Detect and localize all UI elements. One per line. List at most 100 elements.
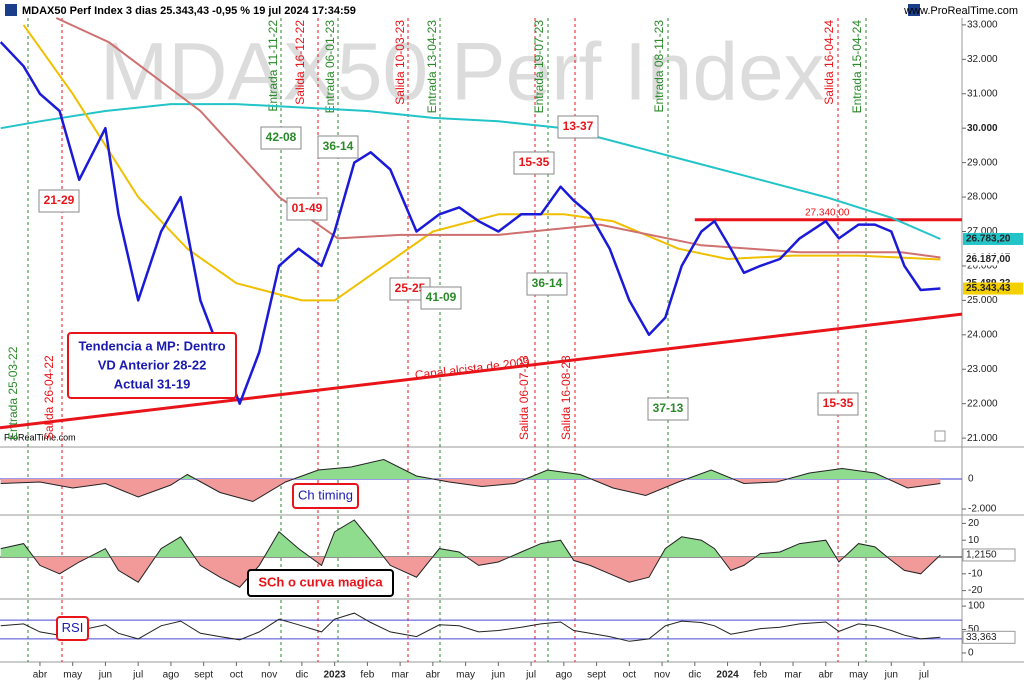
trendline-label: Canal alcista de 2009 bbox=[414, 355, 531, 382]
y-tick-label: 26.000 bbox=[967, 261, 998, 272]
note-line: Actual 31-19 bbox=[114, 376, 191, 391]
x-tick-label: feb bbox=[753, 670, 767, 681]
score-box bbox=[420, 286, 462, 310]
x-tick-label: nov bbox=[261, 670, 277, 681]
score-box bbox=[317, 135, 359, 159]
level-label: 27.340,00 bbox=[805, 207, 850, 218]
signal-label: Salida 16-08-23 bbox=[559, 355, 573, 440]
x-tick-label: jun bbox=[491, 670, 505, 681]
price-label-box bbox=[963, 253, 1023, 266]
panel-title-box bbox=[292, 483, 359, 509]
signal-label: Entrada 11-11-22 bbox=[266, 20, 280, 112]
y-tick-label: 23.000 bbox=[967, 364, 998, 375]
moving-average-line bbox=[0, 103, 941, 240]
panel-title-box bbox=[247, 569, 394, 597]
last-value-box bbox=[962, 548, 1016, 562]
x-tick-label: ago bbox=[163, 670, 180, 681]
signal-label: Salida 10-03-23 bbox=[393, 20, 407, 105]
score-box bbox=[817, 392, 859, 416]
y-tick-label: 32.000 bbox=[967, 54, 998, 65]
x-tick-label: sept bbox=[587, 670, 606, 681]
y-tick-label: 29.000 bbox=[967, 157, 998, 168]
y-tick-label: -2.000 bbox=[968, 504, 997, 515]
x-tick-label: abr bbox=[819, 670, 834, 681]
score-box bbox=[38, 189, 80, 213]
signal-label: Entrada 08-11-23 bbox=[652, 20, 666, 113]
signal-label: Entrada 06-01-23 bbox=[323, 20, 337, 114]
site: www.ProRealTime.com bbox=[903, 5, 1018, 17]
note-line: VD Anterior 28-22 bbox=[98, 357, 207, 372]
y-tick-label: 0 bbox=[968, 648, 974, 659]
y-tick-label: 28.000 bbox=[967, 192, 998, 203]
moving-average-line bbox=[22, 24, 941, 302]
y-tick-label: 20 bbox=[968, 518, 980, 529]
x-tick-label: mar bbox=[784, 670, 802, 681]
price-label-box bbox=[963, 232, 1023, 245]
logo-icon bbox=[5, 4, 17, 16]
signal-label: Entrada 13-04-23 bbox=[425, 20, 439, 114]
score-label: 37-13 bbox=[653, 401, 684, 415]
score-box bbox=[647, 397, 689, 421]
score-label: 13-37 bbox=[563, 119, 594, 133]
x-tick-label: jul bbox=[525, 670, 536, 681]
y-tick-label: 0 bbox=[968, 474, 974, 485]
x-tick-label: dic bbox=[688, 670, 701, 681]
y-tick-label: 50 bbox=[968, 624, 980, 635]
y-tick-label: 25.000 bbox=[967, 295, 998, 306]
x-tick-label: jun bbox=[884, 670, 898, 681]
score-label: 36-14 bbox=[323, 139, 354, 153]
x-tick-label: jul bbox=[918, 670, 929, 681]
y-tick-label: 31.000 bbox=[967, 88, 998, 99]
price-line bbox=[0, 41, 941, 405]
price-label: 25.343,43 bbox=[966, 283, 1011, 294]
panel-title: RSI bbox=[62, 620, 84, 635]
oscillator-line bbox=[0, 519, 941, 588]
x-tick-label: 2024 bbox=[716, 670, 739, 681]
last-value-label: 33,363 bbox=[966, 632, 997, 643]
score-label: 21-29 bbox=[44, 193, 75, 207]
price-label: 26.187,00 bbox=[966, 254, 1011, 265]
y-tick-label: 100 bbox=[968, 601, 985, 612]
x-tick-label: jul bbox=[132, 670, 143, 681]
oscillator-line bbox=[0, 458, 941, 503]
signal-label: Entrada 19-07-23 bbox=[532, 20, 546, 114]
y-tick-label: 30.000 bbox=[967, 123, 998, 134]
site-icon bbox=[908, 4, 920, 16]
score-label: 01-49 bbox=[292, 201, 323, 215]
price-label: 26.783,20 bbox=[966, 234, 1011, 245]
score-label: 42-08 bbox=[266, 130, 297, 144]
price-label-box bbox=[963, 282, 1023, 295]
x-tick-label: abr bbox=[33, 670, 48, 681]
last-value-box bbox=[962, 630, 1016, 644]
signal-label: Salida 06-07-23 bbox=[517, 355, 531, 440]
credit: ProRealTime.com bbox=[4, 432, 76, 442]
score-box bbox=[557, 115, 599, 139]
signal-label: Entrada 25-03-22 bbox=[6, 346, 20, 440]
x-tick-label: jun bbox=[98, 670, 112, 681]
oscillator-area bbox=[0, 459, 941, 502]
signal-label: Salida 26-04-22 bbox=[42, 355, 56, 440]
x-tick-label: may bbox=[456, 670, 475, 681]
y-tick-label: 22.000 bbox=[967, 398, 998, 409]
x-tick-label: mar bbox=[392, 670, 410, 681]
score-label: 25-25 bbox=[395, 281, 426, 295]
panel-title: Ch timing bbox=[298, 487, 353, 502]
oscillator-area bbox=[0, 520, 941, 588]
moving-average-line bbox=[55, 17, 941, 259]
y-tick-label: 10 bbox=[968, 535, 980, 546]
y-tick-label: 24.000 bbox=[967, 329, 998, 340]
x-tick-label: oct bbox=[230, 670, 244, 681]
y-tick-label: -10 bbox=[968, 568, 983, 579]
signal-label: Entrada 15-04-24 bbox=[850, 20, 864, 114]
info-icon bbox=[934, 430, 946, 442]
x-tick-label: oct bbox=[623, 670, 637, 681]
x-tick-label: 2023 bbox=[324, 670, 347, 681]
signal-label: Salida 16-12-22 bbox=[293, 20, 307, 105]
note-line: Tendencia a MP: Dentro bbox=[78, 338, 225, 353]
x-tick-label: nov bbox=[654, 670, 670, 681]
y-tick-label: 21.000 bbox=[967, 433, 998, 444]
score-label: 15-35 bbox=[823, 396, 854, 410]
panel-title: SCh o curva magica bbox=[258, 574, 383, 589]
